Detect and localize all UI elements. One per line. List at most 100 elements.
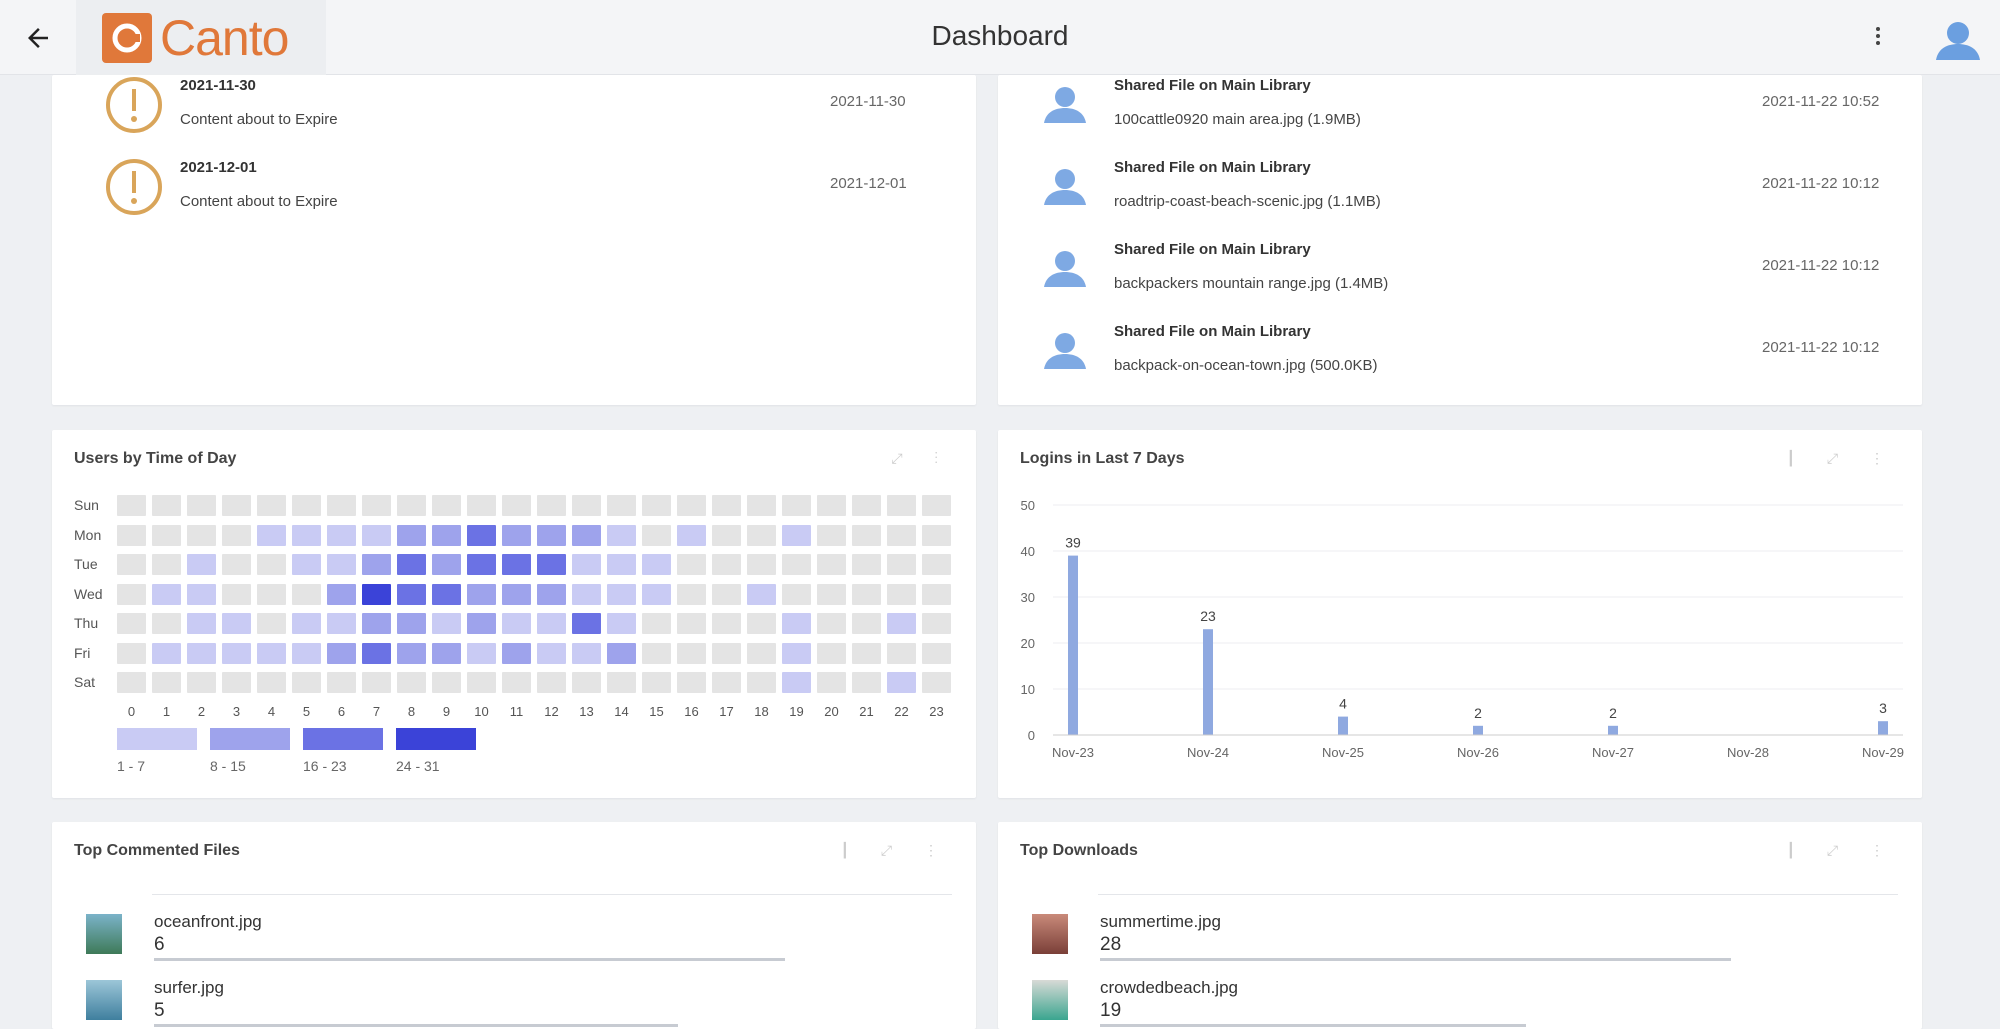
heatmap-cell[interactable] <box>292 672 321 693</box>
heatmap-cell[interactable] <box>222 672 251 693</box>
file-name[interactable]: surfer.jpg <box>154 978 224 997</box>
heatmap-cell[interactable] <box>607 495 636 516</box>
heatmap-cell[interactable] <box>887 583 916 605</box>
heatmap-cell[interactable] <box>152 495 181 516</box>
heatmap-cell[interactable] <box>887 495 916 516</box>
activity-item[interactable]: Shared File on Main Library roadtrip-coas… <box>998 157 1918 227</box>
heatmap-cell[interactable] <box>782 495 811 516</box>
heatmap-cell[interactable] <box>257 583 286 605</box>
heatmap-cell[interactable] <box>327 524 356 546</box>
heatmap-cell[interactable] <box>257 524 286 546</box>
activity-item[interactable]: Shared File on Main Library backpackers m… <box>998 239 1918 309</box>
heatmap-cell[interactable] <box>362 554 391 575</box>
heatmap-cell[interactable] <box>747 583 776 605</box>
file-thumbnail[interactable] <box>86 914 122 954</box>
heatmap-cell[interactable] <box>292 554 321 575</box>
heatmap-cell[interactable] <box>292 642 321 664</box>
heatmap-cell[interactable] <box>677 554 706 575</box>
heatmap-cell[interactable] <box>712 554 741 575</box>
heatmap-cell[interactable] <box>642 524 671 546</box>
heatmap-cell[interactable] <box>642 583 671 605</box>
heatmap-cell[interactable] <box>782 642 811 664</box>
heatmap-cell[interactable] <box>852 672 881 693</box>
heatmap-cell[interactable] <box>712 524 741 546</box>
heatmap-cell[interactable] <box>747 613 776 634</box>
card-tools[interactable]: ┃ ⤢ ⋮ <box>1786 842 1898 858</box>
heatmap-cell[interactable] <box>747 672 776 693</box>
heatmap-cell[interactable] <box>432 672 461 693</box>
heatmap-cell[interactable] <box>607 583 636 605</box>
heatmap-cell[interactable] <box>607 524 636 546</box>
heatmap-cell[interactable] <box>152 583 181 605</box>
heatmap-cell[interactable] <box>502 554 531 575</box>
heatmap-cell[interactable] <box>222 495 251 516</box>
heatmap-cell[interactable] <box>467 524 496 546</box>
bar[interactable] <box>1338 716 1348 735</box>
user-avatar-button[interactable] <box>1932 14 1984 66</box>
heatmap-cell[interactable] <box>327 613 356 634</box>
heatmap-cell[interactable] <box>887 642 916 664</box>
heatmap-cell[interactable] <box>362 524 391 546</box>
heatmap-cell[interactable] <box>502 613 531 634</box>
heatmap-cell[interactable] <box>292 583 321 605</box>
heatmap-cell[interactable] <box>572 554 601 575</box>
canto-logo[interactable]: Canto <box>76 0 326 75</box>
heatmap-cell[interactable] <box>677 672 706 693</box>
heatmap-cell[interactable] <box>817 672 846 693</box>
heatmap-cell[interactable] <box>222 524 251 546</box>
heatmap-cell[interactable] <box>467 672 496 693</box>
heatmap-cell[interactable] <box>397 642 426 664</box>
heatmap-cell[interactable] <box>607 613 636 634</box>
heatmap-cell[interactable] <box>327 642 356 664</box>
heatmap-cell[interactable] <box>572 524 601 546</box>
heatmap-cell[interactable] <box>817 642 846 664</box>
heatmap-cell[interactable] <box>572 672 601 693</box>
heatmap-cell[interactable] <box>292 495 321 516</box>
heatmap-cell[interactable] <box>572 495 601 516</box>
heatmap-cell[interactable] <box>152 672 181 693</box>
heatmap-cell[interactable] <box>187 554 216 575</box>
heatmap-cell[interactable] <box>397 554 426 575</box>
card-tools[interactable]: ┃ ⤢ ⋮ <box>840 842 952 858</box>
heatmap-cell[interactable] <box>607 554 636 575</box>
file-list-item[interactable]: oceanfront.jpg 6 <box>86 906 946 966</box>
heatmap-cell[interactable] <box>852 583 881 605</box>
heatmap-cell[interactable] <box>187 672 216 693</box>
file-list-item[interactable]: surfer.jpg 5 <box>86 972 946 1029</box>
bar[interactable] <box>1068 555 1078 735</box>
heatmap-cell[interactable] <box>817 495 846 516</box>
heatmap-cell[interactable] <box>852 554 881 575</box>
heatmap-cell[interactable] <box>362 672 391 693</box>
file-name[interactable]: crowdedbeach.jpg <box>1100 978 1238 997</box>
heatmap-cell[interactable] <box>922 524 951 546</box>
heatmap-cell[interactable] <box>222 583 251 605</box>
heatmap-cell[interactable] <box>537 495 566 516</box>
heatmap-cell[interactable] <box>257 495 286 516</box>
file-thumbnail[interactable] <box>1032 914 1068 954</box>
heatmap-cell[interactable] <box>362 613 391 634</box>
heatmap-cell[interactable] <box>852 613 881 634</box>
heatmap-cell[interactable] <box>222 613 251 634</box>
heatmap-cell[interactable] <box>292 613 321 634</box>
heatmap-cell[interactable] <box>887 554 916 575</box>
heatmap-cell[interactable] <box>397 672 426 693</box>
heatmap-cell[interactable] <box>432 554 461 575</box>
file-name[interactable]: oceanfront.jpg <box>154 912 262 931</box>
heatmap-cell[interactable] <box>117 495 146 516</box>
heatmap-cell[interactable] <box>467 583 496 605</box>
heatmap-cell[interactable] <box>152 524 181 546</box>
heatmap-cell[interactable] <box>642 642 671 664</box>
file-thumbnail[interactable] <box>1032 980 1068 1020</box>
heatmap-cell[interactable] <box>537 583 566 605</box>
heatmap-cell[interactable] <box>537 613 566 634</box>
heatmap-cell[interactable] <box>432 495 461 516</box>
heatmap-cell[interactable] <box>712 672 741 693</box>
heatmap-cell[interactable] <box>712 583 741 605</box>
heatmap-cell[interactable] <box>712 642 741 664</box>
heatmap-cell[interactable] <box>677 583 706 605</box>
heatmap-cell[interactable] <box>432 613 461 634</box>
back-button[interactable] <box>0 0 76 75</box>
heatmap-cell[interactable] <box>887 672 916 693</box>
bar[interactable] <box>1473 725 1483 735</box>
heatmap-cell[interactable] <box>642 613 671 634</box>
